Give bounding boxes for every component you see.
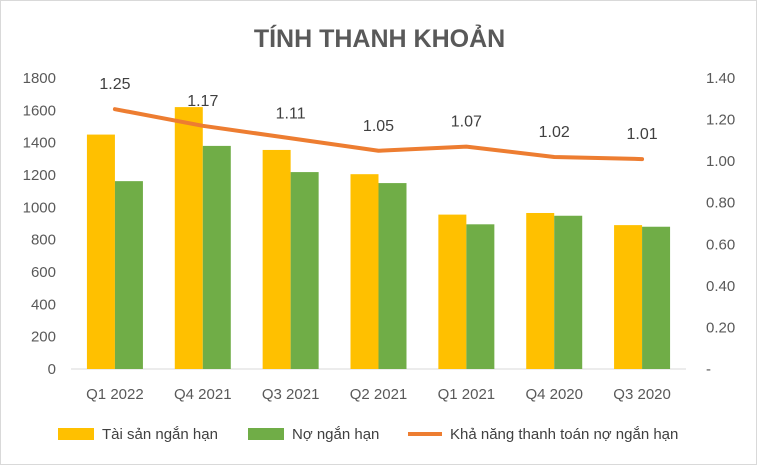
left-axis-tick: 800 xyxy=(31,232,56,249)
right-axis-tick: 1.40 xyxy=(706,70,735,87)
left-axis-tick: 0 xyxy=(48,361,56,378)
x-axis-tick: Q3 2020 xyxy=(613,386,671,403)
bar-tai-san-ngan-han xyxy=(614,225,643,369)
line-data-label: 1.07 xyxy=(451,114,482,131)
x-axis-tick: Q4 2021 xyxy=(174,386,232,403)
x-axis-tick: Q4 2020 xyxy=(525,386,583,403)
x-axis-tick: Q1 2021 xyxy=(438,386,496,403)
line-data-label: 1.17 xyxy=(187,93,218,110)
bar-no-ngan-han xyxy=(378,183,407,369)
left-axis-tick: 1200 xyxy=(23,167,56,184)
bar-tai-san-ngan-han xyxy=(86,134,115,369)
bar-no-ngan-han xyxy=(466,224,495,369)
legend-swatch-bar xyxy=(58,428,94,440)
bar-tai-san-ngan-han xyxy=(350,174,379,369)
right-axis: - 0.20 0.40 0.60 0.80 1.00 1.20 1.40 xyxy=(706,70,735,378)
bar-no-ngan-han xyxy=(114,181,143,369)
bars-group xyxy=(86,107,671,369)
line-series-group: 1.25 1.17 1.11 1.05 1.07 1.02 1.01 xyxy=(99,76,658,162)
legend: Tài sản ngắn hạn Nợ ngắn hạn Khả năng than… xyxy=(58,426,678,443)
bar-tai-san-ngan-han xyxy=(526,212,555,369)
bar-no-ngan-han xyxy=(290,172,319,369)
left-axis-tick: 1400 xyxy=(23,135,56,152)
right-axis-tick: 1.20 xyxy=(706,112,735,129)
right-axis-tick: 0.20 xyxy=(706,319,735,336)
right-axis-tick: 0.80 xyxy=(706,195,735,212)
left-axis-tick: 1600 xyxy=(23,102,56,119)
line-data-label: 1.05 xyxy=(363,118,394,135)
bar-no-ngan-han xyxy=(642,226,671,369)
legend-swatch-bar xyxy=(248,428,284,440)
x-axis-tick: Q2 2021 xyxy=(350,386,408,403)
right-axis-tick: 1.00 xyxy=(706,153,735,170)
left-axis: 0 200 400 600 800 1000 1200 1400 1600 1800 xyxy=(23,70,56,378)
bar-no-ngan-han xyxy=(554,215,583,369)
line-data-label: 1.01 xyxy=(627,126,658,143)
left-axis-tick: 200 xyxy=(31,329,56,346)
x-axis: Q1 2022 Q4 2021 Q3 2021 Q2 2021 Q1 2021 Q4 20… xyxy=(86,386,671,403)
left-axis-tick: 1800 xyxy=(23,70,56,87)
legend-label: Khả năng thanh toán nợ ngắn hạn xyxy=(450,426,678,443)
bar-tai-san-ngan-han xyxy=(438,214,467,369)
x-axis-tick: Q3 2021 xyxy=(262,386,320,403)
line-data-label: 1.25 xyxy=(99,76,130,93)
left-axis-tick: 400 xyxy=(31,296,56,313)
line-data-label: 1.02 xyxy=(539,124,570,141)
right-axis-tick: 0.40 xyxy=(706,278,735,295)
right-axis-tick: - xyxy=(706,361,711,378)
bar-tai-san-ngan-han xyxy=(174,107,203,369)
chart-title: TÍNH THANH KHOẢN xyxy=(254,23,505,53)
bar-tai-san-ngan-han xyxy=(262,149,291,369)
right-axis-tick: 0.60 xyxy=(706,236,735,253)
line-data-label: 1.11 xyxy=(276,105,306,122)
left-axis-tick: 600 xyxy=(31,264,56,281)
x-axis-tick: Q1 2022 xyxy=(86,386,144,403)
line-kha-nang-thanh-toan xyxy=(112,107,645,162)
bar-no-ngan-han xyxy=(202,145,231,369)
legend-label: Tài sản ngắn hạn xyxy=(102,426,218,443)
legend-label: Nợ ngắn hạn xyxy=(292,426,379,443)
left-axis-tick: 1000 xyxy=(23,199,56,216)
